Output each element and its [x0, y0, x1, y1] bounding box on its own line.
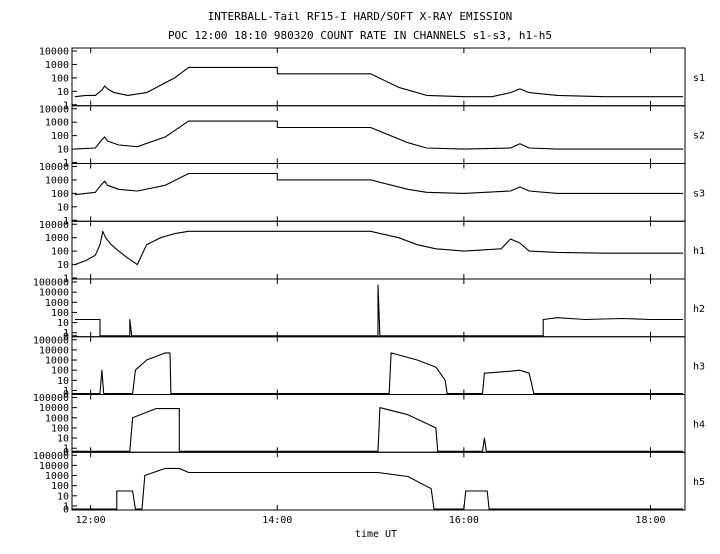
y-tick-label-s2-3: 1000	[45, 118, 69, 129]
panel-label-h1: h1	[693, 246, 705, 257]
y-tick-label-h3-1: 1	[63, 386, 69, 397]
panel-frame-s3	[71, 163, 686, 222]
series-line-h2	[74, 284, 684, 337]
y-tick-label-s1-0: 1	[63, 100, 69, 111]
y-tick-label-h2-5: 10000	[39, 288, 69, 299]
panels-group: 110100100010000s1110100100010000s2110100…	[33, 47, 705, 516]
y-tick-label-h5-6: 100000	[33, 451, 69, 462]
y-tick-label-h1-3: 1000	[45, 233, 69, 244]
y-tick-label-h3-2: 10	[57, 376, 69, 387]
y-tick-label-s3-4: 10000	[39, 162, 69, 173]
panel-frame-h3	[71, 336, 686, 395]
x-axis: 12:00 14:00 16:00 18:00	[76, 515, 666, 526]
panel-label-h4: h4	[693, 419, 705, 430]
panel-s2: 1 10 100 1000 10000 s2	[39, 104, 705, 169]
y-tick-label-h1-1: 10	[57, 260, 69, 271]
y-tick-label-h1-0: 1	[63, 274, 69, 285]
y-tick-label-h5-2: 10	[57, 491, 69, 502]
y-tick-label-h4-5: 10000	[39, 403, 69, 414]
panel-label-s2: s2	[693, 131, 705, 142]
y-tick-label-s2-4: 10000	[39, 104, 69, 115]
y-tick-label-h2-4: 1000	[45, 298, 69, 309]
y-tick-label-h4-4: 1000	[45, 413, 69, 424]
panel-frame-h1	[71, 220, 686, 280]
y-tick-label-h5-3: 100	[51, 481, 69, 492]
y-tick-label-h3-5: 10000	[39, 345, 69, 356]
panel-label-h3: h3	[693, 362, 705, 373]
series-line-s1	[74, 66, 684, 98]
panel-frame-s2	[71, 105, 686, 164]
y-tick-label-h1-2: 100	[51, 247, 69, 258]
panel-label-s3: s3	[693, 188, 705, 199]
y-tick-label-h4-1: 1	[63, 444, 69, 455]
panel-frame-h5	[71, 451, 686, 511]
panel-label-h2: h2	[693, 304, 705, 315]
x-axis-title: time UT	[355, 529, 397, 540]
x-tick-label-0: 12:00	[76, 515, 106, 526]
y-tick-label-h3-4: 1000	[45, 356, 69, 367]
y-tick-label-h5-0: 0	[63, 505, 69, 516]
y-tick-label-h2-2: 10	[57, 318, 69, 329]
panel-s3: 1 10 100 1000 10000 s3	[39, 162, 705, 227]
y-tick-label-h5-5: 10000	[39, 461, 69, 472]
panel-frame-s1	[71, 47, 686, 107]
y-tick-label-s1-4: 10000	[39, 47, 69, 58]
y-tick-label-s1-2: 100	[51, 73, 69, 84]
y-tick-label-h3-6: 100000	[33, 335, 69, 346]
y-tick-label-h3-3: 100	[51, 366, 69, 377]
x-tick-label-2: 16:00	[449, 515, 479, 526]
chart-title: INTERBALL-Tail RF15-I HARD/SOFT X-RAY EM…	[208, 10, 513, 23]
y-tick-label-s2-1: 10	[57, 145, 69, 156]
y-tick-label-h2-3: 100	[51, 308, 69, 319]
series-line-s3	[74, 172, 684, 196]
series-line-h1	[74, 230, 684, 266]
x-tick-label-3: 18:00	[635, 515, 665, 526]
y-tick-label-h4-3: 100	[51, 423, 69, 434]
y-tick-label-h2-0: 0	[63, 331, 69, 342]
y-tick-label-h4-2: 10	[57, 434, 69, 445]
y-tick-label-s2-2: 100	[51, 131, 69, 142]
y-tick-label-h1-4: 10000	[39, 220, 69, 231]
y-tick-label-h4-0: 0	[63, 447, 69, 458]
panel-label-h5: h5	[693, 477, 705, 488]
panel-h1: 1 10 100 1000 10000 h1	[39, 220, 705, 285]
series-line-h4	[74, 407, 684, 452]
y-tick-label-h2-6: 100000	[33, 278, 69, 289]
series-line-h5	[74, 467, 684, 510]
y-tick-label-s3-0: 1	[63, 216, 69, 227]
y-tick-label-h3-0: 0	[63, 389, 69, 400]
y-tick-label-s3-3: 1000	[45, 175, 69, 186]
y-tick-label-h2-1: 1	[63, 328, 69, 339]
panel-s1: 1 10 100 1000 10000 s1	[39, 47, 705, 112]
panel-label-s1: s1	[693, 73, 705, 84]
series-line-h3	[74, 352, 684, 395]
y-tick-label-h5-1: 1	[63, 501, 69, 512]
y-tick-label-h4-6: 100000	[33, 393, 69, 404]
y-tick-label-s2-0: 1	[63, 158, 69, 169]
x-tick-label-1: 14:00	[262, 515, 292, 526]
y-tick-label-s1-1: 10	[57, 87, 69, 98]
y-tick-label-s3-1: 10	[57, 202, 69, 213]
y-tick-label-h5-4: 1000	[45, 471, 69, 482]
series-line-s2	[74, 120, 684, 150]
chart-subtitle: POC 12:00 18:10 980320 COUNT RATE IN CHA…	[168, 29, 552, 42]
y-tick-label-s1-3: 1000	[45, 60, 69, 71]
y-tick-label-s3-2: 100	[51, 189, 69, 200]
